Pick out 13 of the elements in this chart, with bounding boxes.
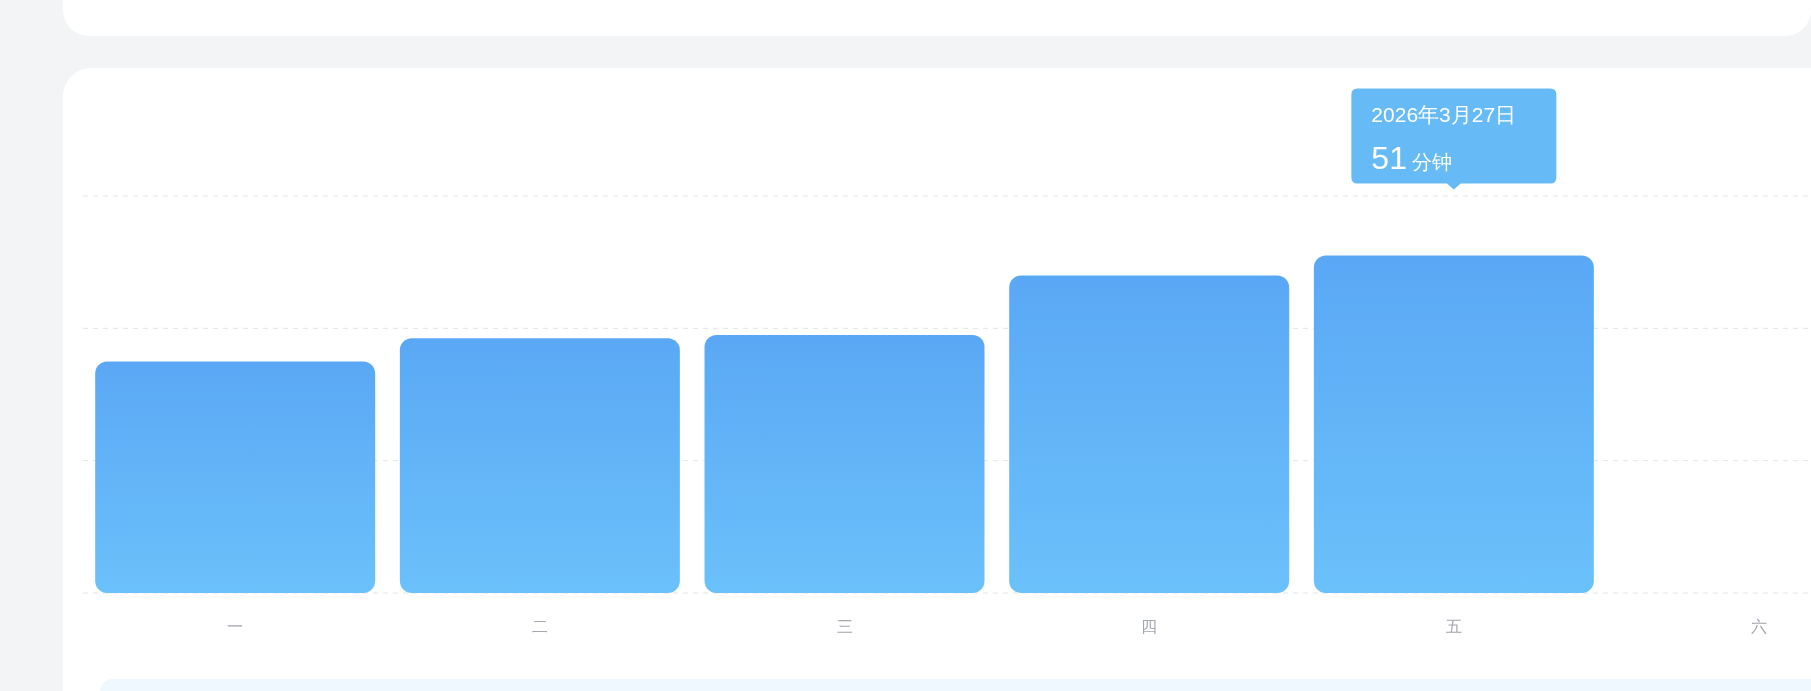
x-tick-label: 六 [1750, 618, 1767, 636]
bar [1009, 275, 1290, 593]
data-label: 51 分钟 [1371, 139, 1453, 176]
x-tick-label: 五 [1446, 618, 1462, 636]
bar [1313, 255, 1594, 593]
x-tick-label: 四 [1141, 618, 1158, 636]
bar [399, 338, 680, 593]
bar [95, 361, 376, 593]
text: 2026年3月27日 [1371, 102, 1517, 126]
x-tick-label: 三 [836, 618, 853, 636]
bar [704, 334, 985, 593]
x-tick-label: 二 [532, 618, 548, 636]
x-tick-label: 一 [227, 618, 244, 636]
